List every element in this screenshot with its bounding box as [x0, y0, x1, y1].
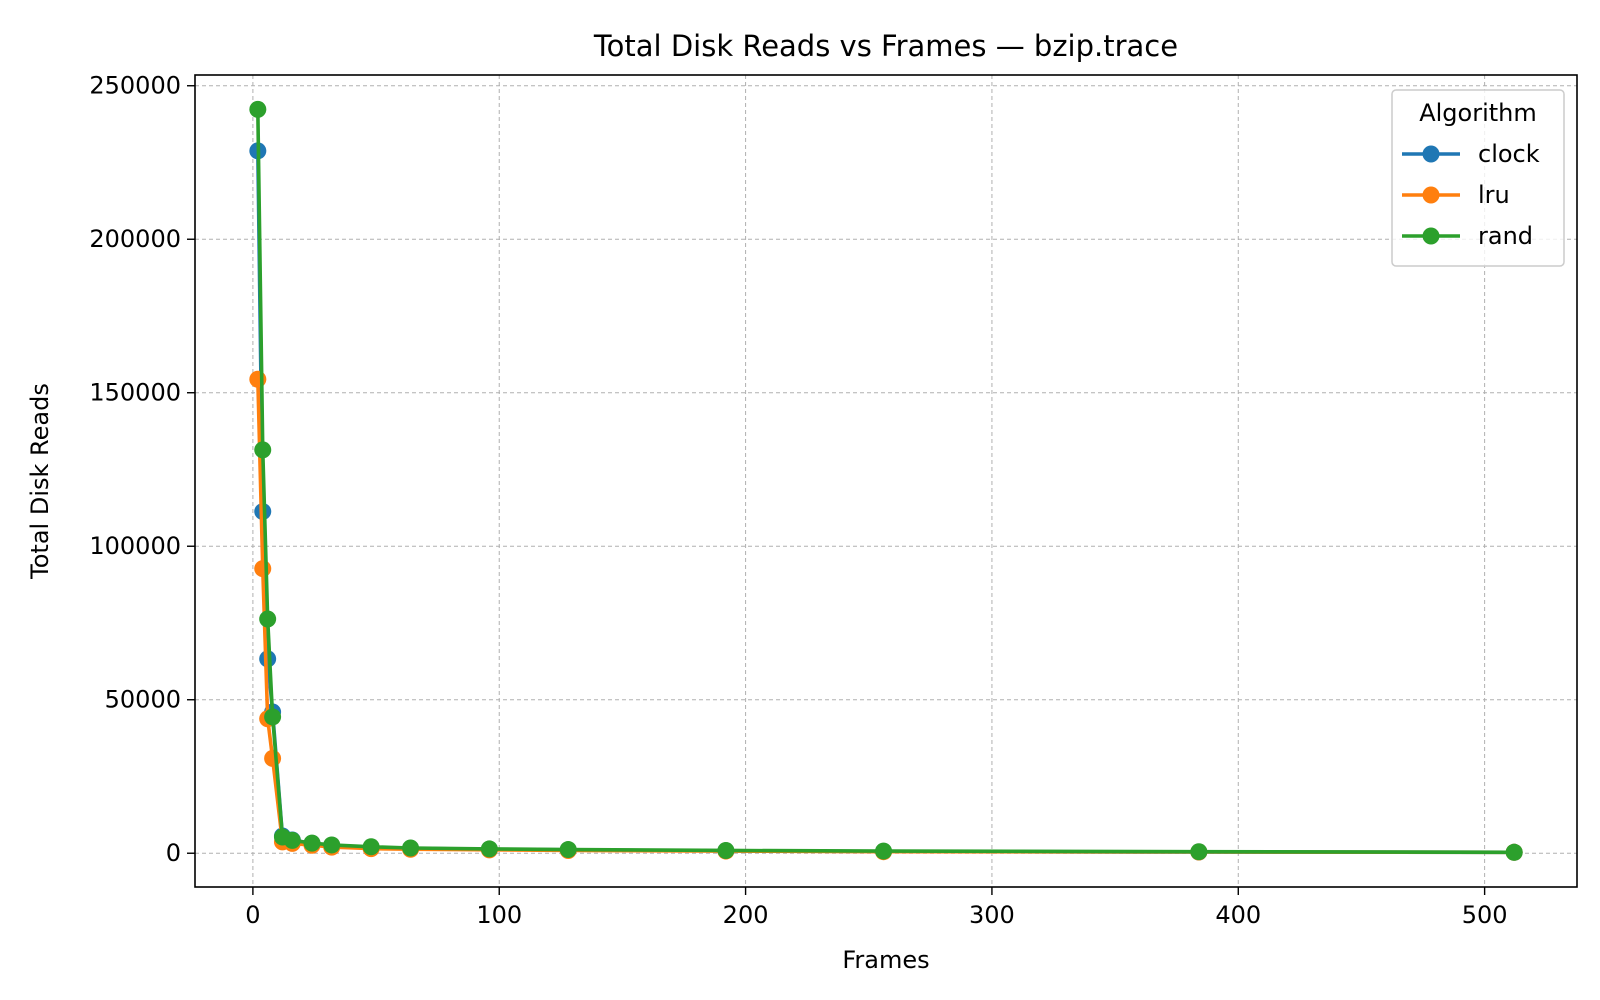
- y-tick-label: 100000: [89, 532, 181, 560]
- data-point-rand: [249, 100, 267, 118]
- x-tick-label: 200: [723, 901, 769, 929]
- legend-label: rand: [1478, 222, 1533, 250]
- y-tick-label: 50000: [105, 686, 181, 714]
- data-point-rand: [259, 610, 277, 628]
- data-point-lru: [264, 749, 282, 767]
- data-point-lru: [254, 560, 272, 578]
- y-tick-label: 0: [166, 839, 181, 867]
- series-rand: [249, 100, 1523, 861]
- data-point-rand: [1505, 843, 1523, 861]
- data-point-rand: [875, 842, 893, 860]
- y-axis-title: Total Disk Reads: [26, 383, 54, 580]
- legend-box: [1391, 89, 1565, 267]
- legend-title: Algorithm: [1419, 99, 1537, 127]
- data-point-rand: [717, 841, 735, 859]
- series-layer: [249, 100, 1523, 861]
- legend-marker-swatch: [1422, 186, 1440, 204]
- x-tick-label: 300: [969, 901, 1015, 929]
- data-point-rand: [323, 836, 341, 854]
- legend-items: clock lru rand: [1402, 140, 1540, 250]
- legend-marker-swatch: [1422, 145, 1440, 163]
- data-point-rand: [480, 840, 498, 858]
- x-tick-label: 500: [1462, 901, 1508, 929]
- y-tick-label: 200000: [89, 225, 181, 253]
- data-point-rand: [402, 839, 420, 857]
- x-tick-label: 100: [476, 901, 522, 929]
- grid-layer: [195, 75, 1577, 887]
- legend-item-rand: rand: [1402, 222, 1533, 250]
- legend-item-lru: lru: [1402, 181, 1510, 209]
- data-point-rand: [283, 831, 301, 849]
- chart-title: Total Disk Reads vs Frames — bzip.trace: [593, 29, 1178, 63]
- legend-label: lru: [1478, 181, 1510, 209]
- series-lru: [249, 370, 1523, 861]
- data-point-rand: [264, 708, 282, 726]
- data-point-lru: [249, 370, 267, 388]
- data-point-clock: [259, 650, 277, 668]
- y-tick-label: 250000: [89, 72, 181, 100]
- plot-frame: [194, 74, 1578, 888]
- legend: Algorithm clock lru rand: [1391, 89, 1565, 267]
- data-point-rand: [362, 838, 380, 856]
- data-point-rand: [303, 834, 321, 852]
- legend-item-clock: clock: [1402, 140, 1540, 168]
- legend-label: clock: [1478, 140, 1540, 168]
- x-axis-title: Frames: [842, 946, 929, 974]
- series-clock: [249, 142, 1523, 861]
- x-tick-label: 400: [1215, 901, 1261, 929]
- series-line-clock: [256, 149, 1516, 855]
- x-tick-label: 0: [245, 901, 260, 929]
- series-line-lru: [256, 377, 1516, 855]
- legend-marker-swatch: [1422, 227, 1440, 245]
- series-line-rand: [256, 107, 1516, 855]
- data-point-rand: [1190, 843, 1208, 861]
- data-point-rand: [254, 441, 272, 459]
- data-point-rand: [559, 841, 577, 859]
- tick-layer: 0 100 200 300 400 500 0 50000 100000 150000 200000…: [89, 72, 1507, 929]
- y-tick-label: 150000: [89, 379, 181, 407]
